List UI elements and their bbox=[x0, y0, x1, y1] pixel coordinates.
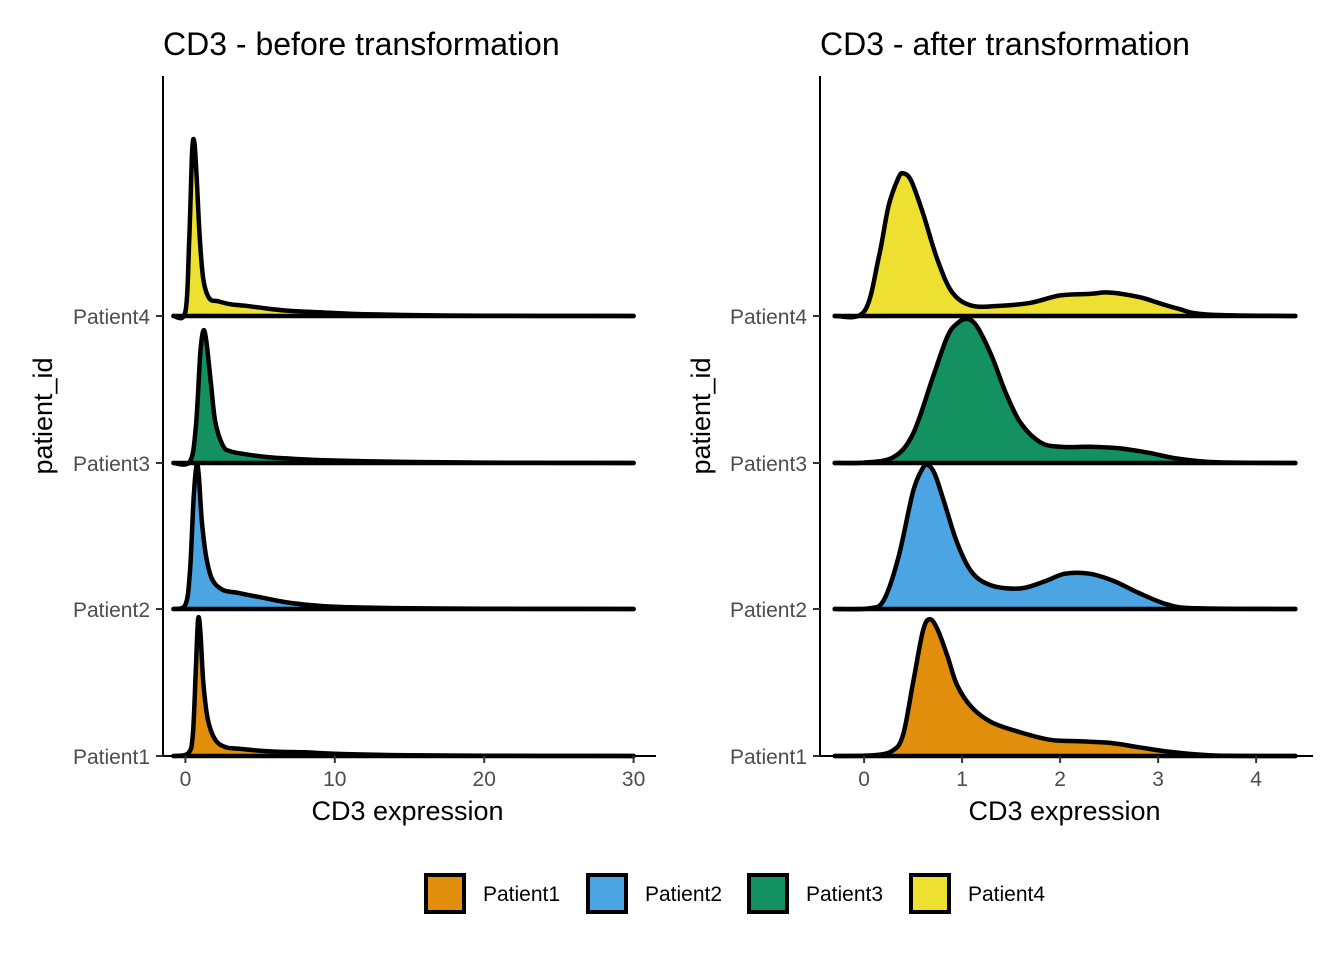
ridge-fill-patient2 bbox=[834, 464, 1296, 610]
x-tick-label: 1 bbox=[956, 768, 968, 791]
legend-swatch-patient4 bbox=[909, 873, 951, 914]
legend-swatch-patient1 bbox=[424, 873, 466, 914]
x-axis-title: CD3 expression bbox=[311, 796, 503, 826]
legend-label-patient1: Patient1 bbox=[483, 883, 560, 906]
ridge-fill-patient3 bbox=[173, 330, 634, 465]
legend-label-patient3: Patient3 bbox=[806, 883, 883, 906]
ridge-outline-patient2 bbox=[171, 461, 636, 612]
ridge-outline-patient3 bbox=[832, 316, 1298, 466]
legend-swatch-patient3 bbox=[747, 873, 789, 914]
legend-label-patient2: Patient2 bbox=[645, 883, 722, 906]
y-tick-label: Patient1 bbox=[730, 746, 807, 769]
x-tick-label: 30 bbox=[622, 768, 645, 791]
y-tick-label: Patient1 bbox=[73, 746, 150, 769]
y-tick-label: Patient2 bbox=[730, 599, 807, 622]
ridge-outline-patient2 bbox=[832, 462, 1298, 612]
legend-swatch-patient2 bbox=[586, 873, 628, 914]
panel-1: CD3 - before transformation Patient1 Patie… bbox=[28, 26, 656, 826]
y-tick-label: Patient4 bbox=[73, 306, 150, 329]
ridge-outline-patient4 bbox=[832, 170, 1298, 320]
legend-label-patient4: Patient4 bbox=[968, 883, 1045, 906]
y-tick-label: Patient2 bbox=[73, 599, 150, 622]
x-tick-label: 10 bbox=[323, 768, 346, 791]
panel-2: CD3 - after transformation Patient1 Patien… bbox=[686, 26, 1313, 826]
chart-title: CD3 - after transformation bbox=[820, 26, 1190, 62]
ridge-outline-patient1 bbox=[171, 614, 636, 759]
legend: Patient1 Patient2 Patient3 Patient4 bbox=[424, 873, 1045, 914]
y-tick-label: Patient3 bbox=[73, 453, 150, 476]
y-axis-title: patient_id bbox=[686, 357, 716, 474]
x-tick-label: 3 bbox=[1152, 768, 1164, 791]
x-tick-label: 0 bbox=[180, 768, 192, 791]
chart-title: CD3 - before transformation bbox=[163, 26, 560, 62]
x-tick-label: 4 bbox=[1250, 768, 1262, 791]
ridge-fill-patient4 bbox=[834, 173, 1296, 318]
ridge-outline-patient3 bbox=[171, 327, 636, 467]
ridge-fill-patient3 bbox=[834, 318, 1296, 464]
x-tick-label: 2 bbox=[1054, 768, 1066, 791]
ridge-fill-patient1 bbox=[834, 619, 1296, 756]
ridge-fill-patient4 bbox=[173, 139, 634, 319]
x-axis-title: CD3 expression bbox=[968, 796, 1160, 826]
x-tick-label: 20 bbox=[473, 768, 496, 791]
y-axis-title: patient_id bbox=[28, 357, 58, 474]
ridge-fill-patient1 bbox=[173, 617, 634, 756]
ridge-outline-patient1 bbox=[832, 617, 1298, 759]
x-tick-label: 0 bbox=[858, 768, 870, 791]
y-tick-label: Patient4 bbox=[730, 306, 807, 329]
y-tick-label: Patient3 bbox=[730, 453, 807, 476]
ridge-fill-patient2 bbox=[173, 463, 634, 609]
ridge-outline-patient4 bbox=[171, 136, 636, 321]
